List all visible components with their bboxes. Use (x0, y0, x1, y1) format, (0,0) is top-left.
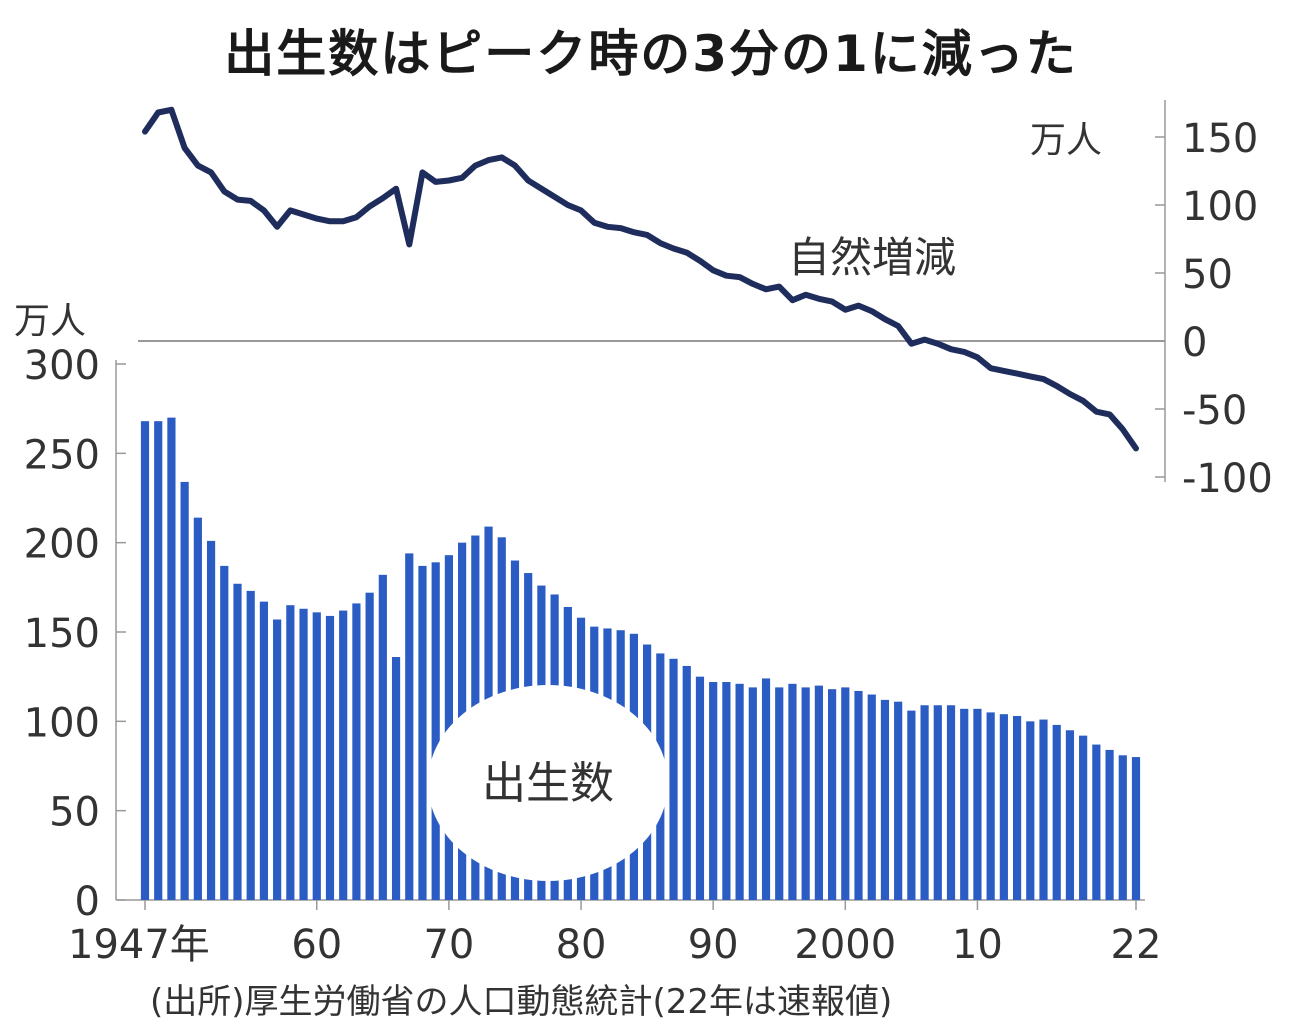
left-tick-label: 0 (75, 879, 100, 925)
bar (775, 687, 784, 900)
bar (933, 705, 942, 900)
right-tick-label: 150 (1182, 116, 1258, 162)
left-tick-label: 250 (24, 432, 100, 478)
bar (220, 565, 229, 900)
bar (986, 712, 995, 900)
bar (682, 665, 691, 900)
bar (1012, 715, 1022, 900)
bar-unit-label: 万人 (14, 301, 86, 342)
bar (669, 658, 678, 900)
series-label-births: 出生数 (482, 758, 614, 809)
x-tick-label: 90 (688, 922, 739, 968)
bar (841, 687, 850, 900)
bar (973, 708, 982, 900)
bar (206, 540, 216, 900)
bar (920, 705, 929, 900)
left-axis-ticks: 300 250 200 150 100 50 0 (24, 343, 126, 925)
bar (1105, 749, 1114, 900)
bar (1079, 735, 1088, 900)
bar (1118, 755, 1127, 900)
bar (814, 685, 823, 900)
bar (180, 481, 189, 900)
left-tick-label: 150 (24, 611, 100, 657)
bar (801, 687, 810, 900)
bar (788, 683, 797, 900)
chart-title: 出生数はピーク時の3分の1に減った (224, 25, 1078, 83)
bar (880, 699, 890, 900)
x-tick-label: 22 (1111, 922, 1162, 968)
bar (946, 705, 956, 900)
bar (391, 657, 401, 900)
bar (722, 682, 731, 900)
right-tick-label: 100 (1182, 184, 1258, 230)
right-axis-ticks: 150 100 50 0 -50 -100 (1155, 116, 1273, 502)
bar (1026, 721, 1035, 900)
bar (1131, 757, 1141, 900)
bar (312, 612, 321, 900)
series-label-natural-change: 自然増減 (788, 233, 956, 282)
bar (894, 701, 903, 900)
bar (418, 565, 427, 900)
bar (325, 615, 335, 900)
bar (167, 417, 176, 900)
bar (365, 592, 374, 900)
bar (1039, 719, 1048, 900)
bar (233, 583, 242, 900)
x-tick-label: 10 (952, 922, 1003, 968)
right-tick-label: 0 (1182, 320, 1207, 366)
x-tick-label: 1947年 (68, 922, 210, 968)
bar (431, 562, 440, 900)
bar (695, 676, 705, 900)
bar (259, 601, 269, 900)
bar (1052, 724, 1061, 900)
bar (246, 590, 255, 900)
bar (140, 421, 150, 900)
x-axis-ticks: 1947年 60 70 80 90 2000 10 22 (68, 900, 1161, 968)
bar (761, 678, 771, 900)
left-tick-label: 50 (49, 790, 100, 836)
x-tick-label: 60 (291, 922, 342, 968)
left-tick-label: 300 (24, 343, 100, 389)
bar (154, 421, 163, 900)
x-tick-label: 70 (423, 922, 474, 968)
bar (828, 689, 837, 900)
bar (286, 605, 295, 900)
right-tick-label: -100 (1182, 456, 1273, 502)
bar (1065, 730, 1075, 900)
bar (907, 710, 916, 900)
bar (960, 708, 969, 900)
bar (444, 555, 453, 900)
x-tick-label: 2000 (794, 922, 896, 968)
bar (273, 619, 282, 900)
left-tick-label: 100 (24, 700, 100, 746)
bar (867, 694, 876, 900)
right-tick-label: 50 (1182, 252, 1233, 298)
bar (378, 574, 387, 900)
bar (339, 610, 348, 900)
natural-change-line (142, 106, 1139, 452)
bar (748, 687, 757, 900)
series-label-backdrop (428, 685, 668, 881)
line-unit-label: 万人 (1030, 120, 1102, 161)
bar (709, 682, 718, 900)
natural-change-panel: 150 100 50 0 -50 -100 万人 自然増減 (138, 100, 1273, 502)
source-note: (出所)厚生労働省の人口動態統計(22年は速報値) (150, 982, 892, 1022)
bar (193, 517, 202, 900)
bar (854, 690, 863, 900)
bar (999, 714, 1008, 900)
bar (1092, 744, 1101, 900)
births-panel: 300 250 200 150 100 50 0 万人 出生数 1947年 60 70 80 90 2… (14, 301, 1161, 968)
left-tick-label: 200 (24, 522, 100, 568)
bar (299, 608, 308, 900)
x-tick-label: 80 (556, 922, 607, 968)
bar (352, 603, 361, 900)
bar (735, 683, 744, 900)
right-tick-label: -50 (1182, 388, 1247, 434)
bar (405, 553, 414, 900)
